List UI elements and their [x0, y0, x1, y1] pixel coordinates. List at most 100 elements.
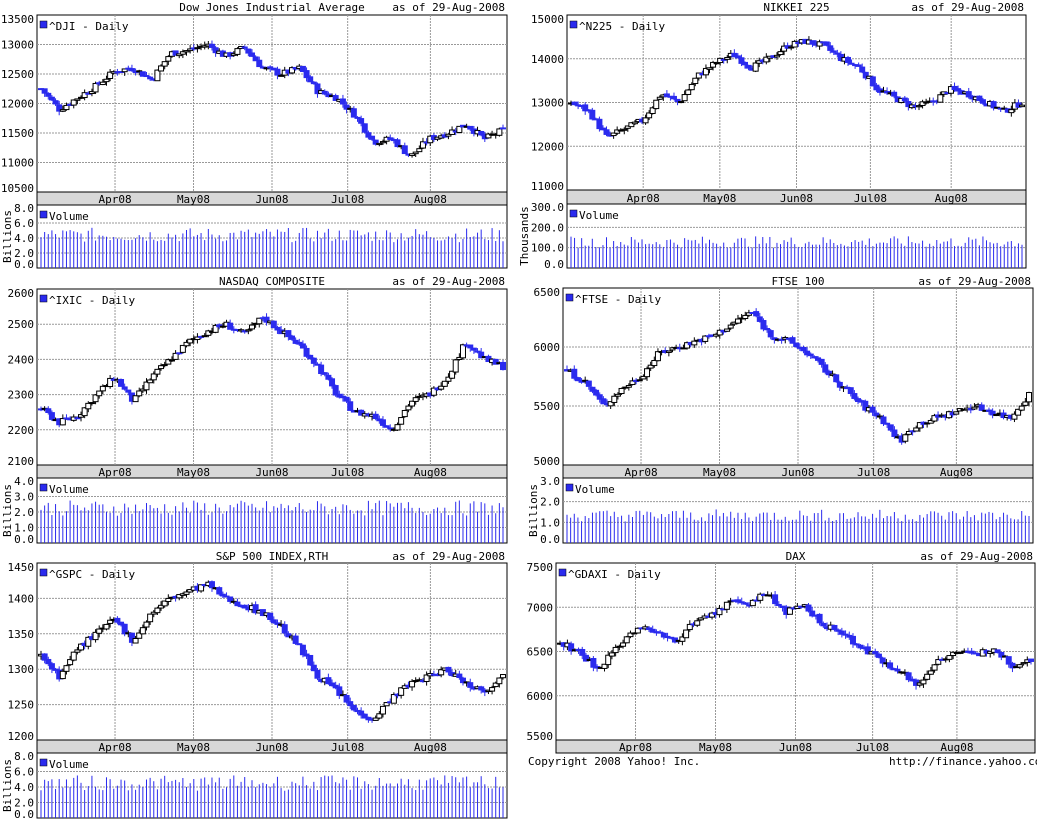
chart-5-candle-body — [1005, 656, 1012, 665]
chart-0-candle-body — [245, 48, 252, 54]
chart-0-candle-body — [139, 71, 146, 77]
chart-4-candle-body — [329, 682, 336, 687]
chart-5-xtick-label: May08 — [699, 741, 732, 754]
chart-4-candle-body — [500, 674, 506, 679]
chart-3-candle-body — [927, 419, 934, 424]
chart-5-candle-body — [905, 672, 912, 681]
chart-4-candle-body — [347, 701, 354, 707]
chart-0-title: Dow Jones Industrial Average — [179, 1, 364, 14]
chart-5-candle-body — [864, 646, 871, 655]
chart-5-candle-body — [946, 655, 953, 660]
chart-0-candle-body — [59, 109, 66, 112]
chart-5-candle-body — [957, 651, 964, 654]
chart-1-candle-body — [809, 40, 816, 45]
chart-3-candle-body — [654, 351, 661, 362]
chart-0-candle-body — [48, 96, 55, 101]
chart-4-ytick-label: 1300 — [8, 663, 35, 676]
chart-2-candle-body — [401, 409, 408, 418]
chart-2-candle-body — [256, 317, 263, 325]
chart-4-candle-body — [78, 643, 85, 651]
chart-1-candle-body — [582, 104, 589, 112]
chart-3-candle-body — [716, 329, 723, 336]
chart-2-candle-body — [289, 335, 296, 340]
chart-3-candle-body — [607, 401, 614, 407]
chart-0-ytick-label: 10500 — [1, 182, 34, 195]
chart-2-candle-body — [92, 394, 99, 403]
chart-2-candle-body — [329, 378, 336, 387]
chart-2-candle-body — [176, 352, 183, 355]
chart-2-candle-body — [441, 380, 448, 387]
chart-0-candle-body — [256, 59, 263, 68]
chart-3-title: FTSE 100 — [772, 275, 825, 288]
chart-5-candle-body — [820, 622, 827, 627]
chart-2-legend-swatch — [39, 294, 48, 303]
chart-3-candle-body — [862, 400, 869, 411]
chart-3-candle-body — [902, 434, 909, 442]
chart-3-candle-body — [611, 395, 618, 403]
chart-3-candle-body — [618, 387, 625, 395]
chart-4-candle-body — [92, 631, 99, 641]
chart-5-candle-body — [757, 593, 764, 601]
chart-2-candle-body — [118, 378, 125, 387]
chart-2-ytick-label: 2400 — [8, 353, 35, 366]
chart-0-volume-ytick: 4.0 — [14, 232, 34, 245]
chart-2-volume-legend-swatch — [39, 483, 48, 492]
chart-5-xtick-label: Apr08 — [619, 741, 652, 754]
chart-0-candle-body — [274, 68, 281, 76]
chart-2-candle-body — [343, 396, 350, 402]
chart-3-candle-body — [989, 410, 996, 416]
chart-5-candle-body — [590, 658, 597, 668]
chart-0-candle-body — [154, 69, 161, 82]
chart-5-candle-body — [772, 594, 779, 605]
chart-3-candle-body — [971, 406, 978, 410]
chart-3-candle-body — [734, 318, 741, 324]
chart-5-candle-body — [924, 673, 931, 680]
chart-1-candle-body — [1019, 104, 1025, 108]
chart-1-candle-body — [624, 125, 631, 129]
chart-2-xtick-label: Apr08 — [98, 466, 131, 479]
chart-0-candle-body — [416, 148, 423, 153]
chart-0-candle-body — [165, 56, 172, 62]
chart-2-candle-body — [99, 385, 106, 392]
chart-1-volume-legend-swatch — [569, 209, 578, 218]
chart-1-volume-frame — [566, 203, 1027, 269]
chart-3-xtick-label: Aug08 — [940, 466, 973, 479]
chart-5-ytick-label: 7000 — [527, 601, 554, 614]
chart-4-candle-body — [361, 713, 368, 719]
chart-5-candle-body — [887, 662, 894, 669]
chart-1-xtick-label: Aug08 — [935, 192, 968, 205]
chart-3-candle-body — [993, 414, 1000, 417]
chart-3-candle-body — [753, 311, 760, 317]
chart-4-title: S&P 500 INDEX,RTH — [216, 550, 329, 563]
chart-4-candle-body — [198, 584, 205, 592]
chart-5-candle-body — [872, 651, 879, 655]
chart-0-candle-body — [176, 53, 183, 57]
chart-2-candle-body — [379, 419, 386, 426]
chart-5-candle-body — [879, 657, 886, 664]
chart-2-candle-body — [245, 329, 252, 332]
chart-5-candle-body — [620, 642, 627, 647]
chart-1-candle-body — [990, 101, 997, 109]
chart-1-candle-body — [873, 84, 880, 91]
chart-5-candle-body — [809, 610, 816, 617]
chart-4-candle-body — [67, 659, 74, 666]
chart-3-candle-body — [727, 324, 734, 329]
chart-4-ytick-label: 1400 — [8, 592, 35, 605]
chart-0-candle-body — [485, 133, 492, 139]
chart-1-xtick-label: Jul08 — [854, 192, 887, 205]
chart-4-candle-body — [310, 664, 317, 672]
chart-2-candle-body — [274, 326, 281, 331]
chart-3-candle-body — [913, 427, 920, 432]
chart-1-candle-body — [916, 105, 923, 108]
chart-1-asof: as of 29-Aug-2008 — [911, 1, 1024, 14]
chart-5-candle-body — [679, 636, 686, 642]
chart-2-candle-body — [412, 397, 419, 402]
chart-5-candle-body — [894, 668, 901, 672]
chart-4-asof: as of 29-Aug-2008 — [392, 550, 505, 563]
chart-1-candle-body — [937, 94, 944, 103]
yahoo-url-link[interactable]: http://finance.yahoo.com/ — [889, 755, 1037, 768]
chart-3-candle-body — [764, 327, 771, 331]
chart-5-candle-body — [738, 601, 745, 604]
chart-3-candle-body — [589, 386, 596, 392]
chart-3-ytick-label: 5000 — [534, 455, 561, 468]
